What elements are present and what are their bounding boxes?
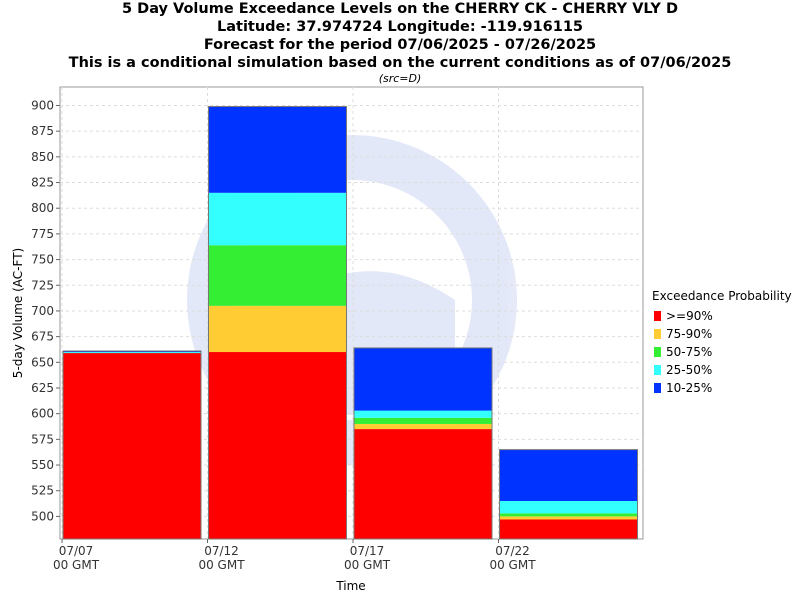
x-tick-label-date: 07/22 bbox=[495, 544, 530, 558]
legend-swatch bbox=[654, 365, 661, 375]
y-tick-label: 550 bbox=[31, 458, 54, 472]
chart-title: 5 Day Volume Exceedance Levels on the CH… bbox=[122, 1, 678, 17]
bar-segment bbox=[499, 519, 638, 539]
x-tick-label-zone: 00 GMT bbox=[53, 558, 100, 572]
bar-segment bbox=[499, 449, 638, 501]
y-tick-label: 575 bbox=[31, 432, 54, 446]
bar-segment bbox=[354, 423, 492, 430]
y-tick-label: 625 bbox=[31, 381, 54, 395]
bar-outline bbox=[208, 106, 347, 540]
chart-subtitle-conditions: This is a conditional simulation based o… bbox=[68, 55, 732, 71]
y-tick-label: 850 bbox=[31, 150, 54, 164]
y-tick-label: 750 bbox=[31, 253, 54, 267]
y-tick-label: 725 bbox=[31, 278, 54, 292]
chart-subtitle-period: Forecast for the period 07/06/2025 - 07/… bbox=[203, 37, 597, 53]
legend-label: 50-75% bbox=[666, 345, 713, 359]
y-axis: 500 525 550 575 600 625 650 675 700 725 750 775 800 8… bbox=[31, 98, 60, 523]
bar-segment bbox=[354, 429, 492, 539]
legend-label: 10-25% bbox=[666, 381, 713, 395]
bar-segment bbox=[208, 106, 347, 193]
x-tick-label-zone: 00 GMT bbox=[489, 558, 536, 572]
x-tick-label-date: 07/17 bbox=[350, 544, 385, 558]
bar-segment bbox=[208, 245, 347, 306]
y-tick-label: 500 bbox=[31, 509, 54, 523]
bar-segment bbox=[208, 305, 347, 353]
y-tick-label: 825 bbox=[31, 176, 54, 190]
y-tick-label: 700 bbox=[31, 304, 54, 318]
chart-source-note: (src=D) bbox=[378, 72, 422, 85]
bar-outline bbox=[499, 449, 638, 540]
legend-swatch bbox=[654, 329, 661, 339]
bar-segment bbox=[499, 513, 638, 517]
y-tick-label: 600 bbox=[31, 407, 54, 421]
bar-segment bbox=[63, 352, 201, 354]
bar-stack bbox=[353, 347, 493, 540]
legend-label: 75-90% bbox=[666, 327, 713, 341]
plot-area bbox=[59, 86, 644, 540]
bar-segment bbox=[499, 500, 638, 514]
x-tick-label-date: 07/12 bbox=[204, 544, 239, 558]
y-tick-label: 675 bbox=[31, 330, 54, 344]
legend-item: 75-90% bbox=[652, 325, 792, 343]
bar-segment bbox=[354, 347, 492, 411]
bar-outline bbox=[353, 347, 493, 540]
legend-swatch bbox=[654, 311, 661, 321]
bars bbox=[62, 106, 638, 540]
bar-stack bbox=[499, 449, 638, 540]
legend-item: >=90% bbox=[652, 307, 792, 325]
legend-swatch bbox=[654, 347, 661, 357]
legend-swatch bbox=[654, 383, 661, 393]
legend-title: Exceedance Probability bbox=[652, 289, 792, 303]
y-tick-label: 650 bbox=[31, 355, 54, 369]
y-tick-label: 900 bbox=[31, 98, 54, 112]
legend-label: 25-50% bbox=[666, 363, 713, 377]
chart-titles: 5 Day Volume Exceedance Levels on the CH… bbox=[0, 0, 800, 86]
bar-segment bbox=[499, 516, 638, 520]
bar-outline bbox=[62, 350, 202, 540]
chart-subtitle-location: Latitude: 37.974724 Longitude: -119.9161… bbox=[216, 19, 584, 35]
legend-item: 25-50% bbox=[652, 361, 792, 379]
bar-segment bbox=[208, 352, 347, 539]
bar-segment bbox=[63, 353, 201, 539]
legend-items: >=90% 75-90% 50-75% 25-50% 10-25% bbox=[652, 307, 792, 397]
legend-item: 10-25% bbox=[652, 379, 792, 397]
bar-segment bbox=[354, 417, 492, 424]
legend-item: 50-75% bbox=[652, 343, 792, 361]
y-tick-label: 800 bbox=[31, 201, 54, 215]
x-tick-label-zone: 00 GMT bbox=[198, 558, 245, 572]
y-tick-label: 875 bbox=[31, 124, 54, 138]
legend-label: >=90% bbox=[666, 309, 713, 323]
bar-segment bbox=[208, 192, 347, 246]
legend: Exceedance Probability >=90% 75-90% 50-75%… bbox=[652, 289, 792, 397]
x-tick-label-zone: 00 GMT bbox=[344, 558, 391, 572]
bar-segment bbox=[63, 351, 201, 353]
bar-segment bbox=[354, 410, 492, 418]
bar-stack bbox=[208, 106, 347, 540]
x-tick-label-date: 07/07 bbox=[59, 544, 94, 558]
y-axis-label: 5-day Volume (AC-FT) bbox=[11, 248, 25, 378]
x-axis-label: Time bbox=[335, 579, 365, 593]
y-tick-label: 525 bbox=[31, 484, 54, 498]
y-tick-label: 775 bbox=[31, 227, 54, 241]
bar-stack bbox=[62, 350, 202, 540]
